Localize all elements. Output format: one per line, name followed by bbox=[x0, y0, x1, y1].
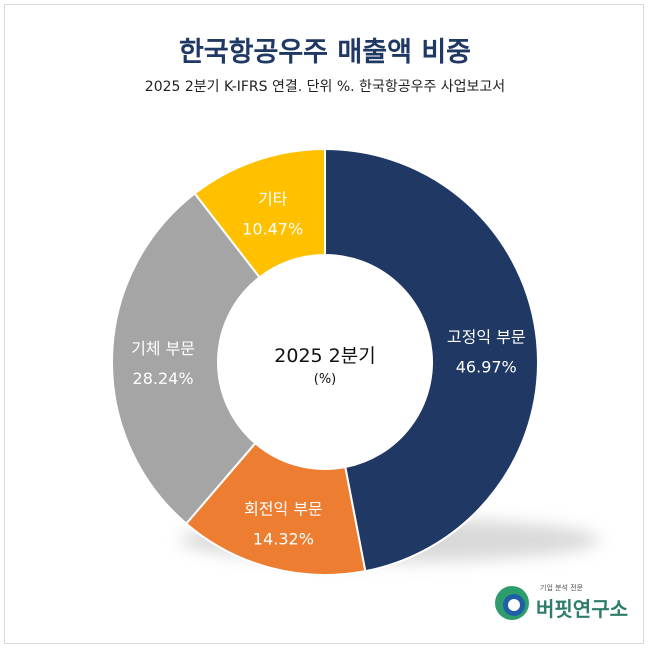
logo-tagline: 기업 분석 전문 bbox=[540, 584, 584, 592]
logo: 기업 분석 전문 버핏연구소 bbox=[492, 583, 642, 623]
logo-name: 버핏연구소 bbox=[536, 597, 628, 621]
slice-value-label: 14.32% bbox=[253, 530, 314, 549]
slice-value-label: 46.97% bbox=[456, 358, 517, 377]
chart-title: 한국항공우주 매출액 비중 bbox=[178, 37, 472, 68]
center-title: 2025 2분기 bbox=[274, 345, 375, 367]
slice-value-label: 10.47% bbox=[242, 220, 303, 239]
center-unit: (%) bbox=[314, 372, 337, 387]
chart-frame bbox=[4, 4, 644, 644]
slice-value-label: 28.24% bbox=[133, 369, 194, 388]
logo-mark-icon bbox=[495, 586, 529, 620]
chart-subtitle: 2025 2분기 K-IFRS 연결. 단위 %. 한국항공우주 사업보고서 bbox=[144, 79, 506, 95]
slice-label: 기타 bbox=[258, 190, 288, 209]
slice-label: 회전익 부문 bbox=[244, 500, 323, 519]
slice-label: 고정익 부문 bbox=[447, 328, 526, 347]
slice-label: 기체 부문 bbox=[131, 339, 195, 358]
donut-hole bbox=[218, 255, 432, 469]
